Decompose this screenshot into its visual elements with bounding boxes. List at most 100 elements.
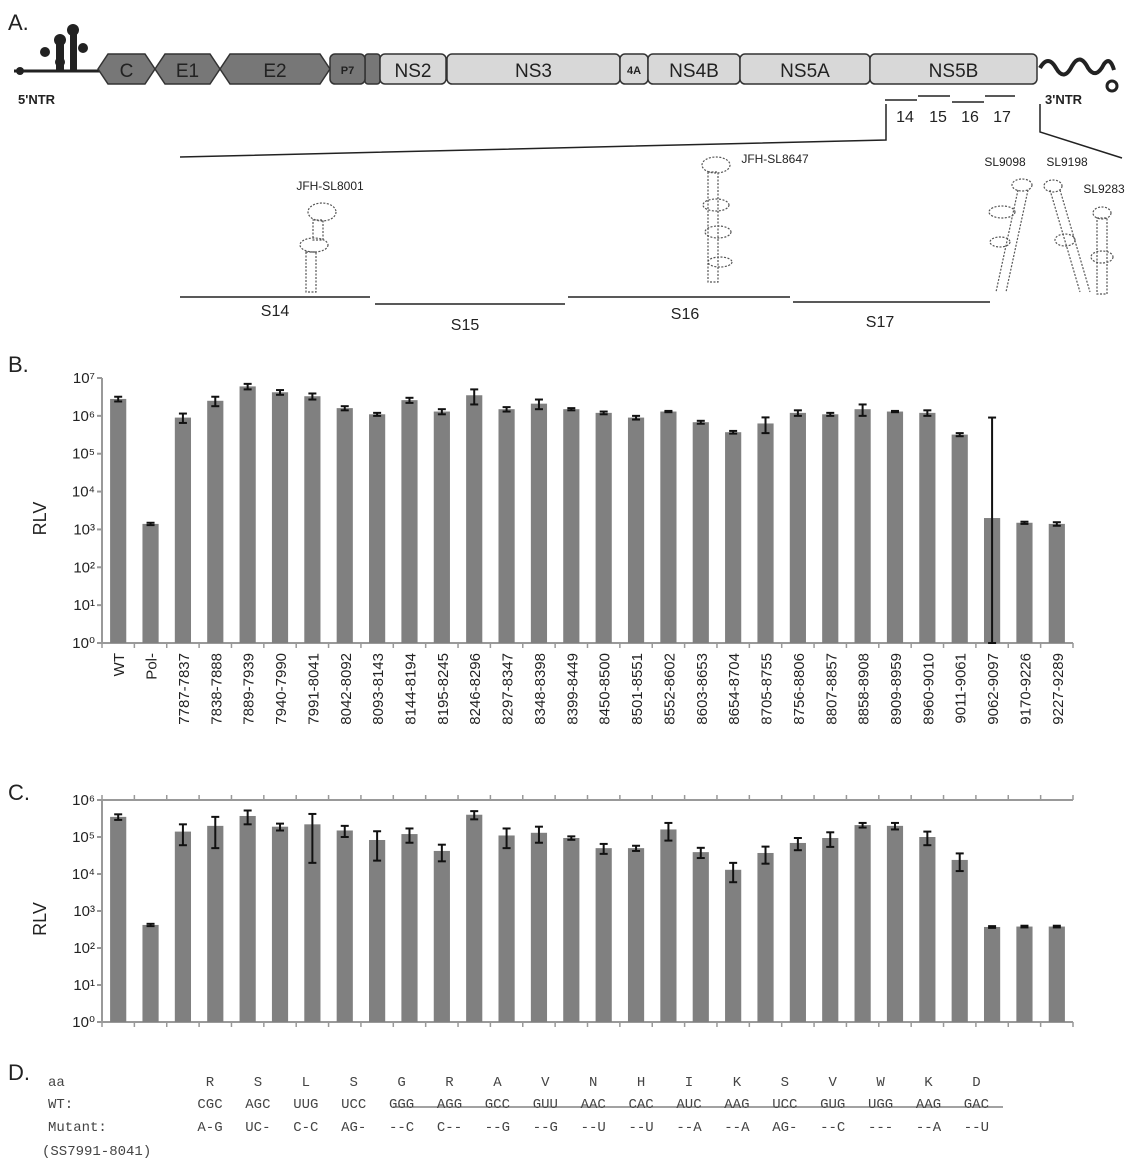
bar <box>1016 523 1032 643</box>
bar <box>790 413 806 643</box>
sequence-cell: UUG <box>293 1097 318 1113</box>
y-tick-label: 10⁴ <box>72 866 95 883</box>
y-tick-label: 10¹ <box>73 597 95 614</box>
bar <box>1049 524 1065 643</box>
bar <box>272 392 288 643</box>
sequence-cell: AG- <box>341 1120 366 1136</box>
panel-d: D.aaRSLSGRAVNHIKSVWKDWT:CGCAGCUUGUCCGGGA… <box>8 1060 989 1160</box>
sequence-cell: AG- <box>772 1120 797 1136</box>
figure: A. 5'NTR 3'NTR CE1E2P7NS2NS34ANS4BNS5ANS… <box>0 0 1136 1163</box>
bar <box>563 409 579 643</box>
bar <box>142 524 158 643</box>
gene-label: NS4B <box>669 61 719 82</box>
sequence-cell: --A <box>676 1120 702 1136</box>
bar <box>887 826 903 1022</box>
bar <box>855 409 871 643</box>
x-tick-label: 7787-7837 <box>176 653 193 725</box>
x-tick-label: 9170-9226 <box>1017 653 1034 725</box>
x-tick-label: 7838-7888 <box>208 653 225 725</box>
x-tick-label: 8246-8296 <box>467 653 484 725</box>
bar <box>855 825 871 1022</box>
sequence-cell: GCC <box>485 1097 510 1113</box>
x-tick-label: 7991-8041 <box>305 653 322 725</box>
sequence-cell: --G <box>485 1120 510 1136</box>
x-tick-label: 9011-9061 <box>953 653 970 724</box>
sequence-cell: S <box>254 1075 262 1091</box>
bar <box>919 837 935 1022</box>
bar <box>142 925 158 1022</box>
y-tick-label: 10³ <box>73 521 95 538</box>
sequence-cell: K <box>733 1075 742 1091</box>
bar <box>434 412 450 643</box>
bar <box>660 829 676 1022</box>
gene-label: P7 <box>341 65 354 77</box>
x-tick-label: 8807-8857 <box>823 653 840 725</box>
x-tick-label: 8756-8806 <box>791 653 808 725</box>
sequence-cell: --A <box>916 1120 942 1136</box>
x-tick-label: 8450-8500 <box>597 653 614 725</box>
segment-label: S16 <box>671 306 700 323</box>
x-tick-label: 8348-8398 <box>532 653 549 725</box>
segment-label: S15 <box>451 317 480 334</box>
stem-loop-label: JFH-SL8001 <box>296 179 364 193</box>
sequence-cell: UGG <box>868 1097 893 1113</box>
gene-label: NS2 <box>395 61 432 82</box>
sequence-cell: --A <box>724 1120 750 1136</box>
sequence-cell: --- <box>868 1120 893 1136</box>
ntr3-label: 3'NTR <box>1045 92 1083 107</box>
sequence-cell: AGC <box>245 1097 270 1113</box>
bar <box>887 412 903 643</box>
error-bar <box>891 411 899 412</box>
sequence-cell: H <box>637 1075 645 1091</box>
row-label: aa <box>48 1075 65 1091</box>
bar <box>240 816 256 1022</box>
sequence-cell: GUG <box>820 1097 845 1113</box>
sequence-cell: AAG <box>724 1097 749 1113</box>
bar <box>1049 927 1065 1022</box>
y-tick-label: 10² <box>73 559 95 576</box>
x-tick-label: Pol- <box>144 653 161 680</box>
stem-loop-label: JFH-SL8647 <box>741 152 809 166</box>
bar <box>498 409 514 643</box>
x-tick-label: 8552-8602 <box>661 653 678 725</box>
bar <box>207 401 223 643</box>
bar <box>207 826 223 1022</box>
x-tick-label: 8093-8143 <box>370 653 387 725</box>
bar <box>304 396 320 643</box>
fragment-label: 15 <box>929 109 947 126</box>
bar <box>401 400 417 643</box>
x-tick-label: 8399-8449 <box>564 653 581 725</box>
y-tick-label: 10⁶ <box>72 792 95 809</box>
y-tick-label: 10⁴ <box>72 484 95 501</box>
sequence-cell: UCC <box>341 1097 366 1113</box>
bar <box>337 408 353 643</box>
bar <box>466 395 482 643</box>
bar <box>693 852 709 1022</box>
bar <box>401 834 417 1022</box>
error-bar <box>988 926 996 928</box>
bar <box>725 432 741 643</box>
fragment-label: 14 <box>896 109 914 126</box>
gene-label: NS3 <box>515 61 552 82</box>
panel-label: A. <box>8 10 29 35</box>
page-body: { "panel_a": {"label": "A.", "ntr5": "5'… <box>0 0 1136 1163</box>
bar <box>531 833 547 1022</box>
sequence-cell: GAC <box>964 1097 989 1113</box>
sequence-cell: AAG <box>916 1097 941 1113</box>
ntr3-loop <box>1107 81 1117 91</box>
sequence-cell: L <box>302 1075 310 1091</box>
bar <box>369 414 385 643</box>
bar <box>693 422 709 643</box>
sequence-cell: CGC <box>197 1097 222 1113</box>
stem-loop-label: SL9098 <box>984 155 1026 169</box>
bar <box>498 835 514 1022</box>
row-label: Mutant: <box>48 1120 107 1136</box>
sequence-cell: G <box>397 1075 405 1091</box>
panel-a-labels: CE1E2P7NS2NS34ANS4BNS5ANS5B14151617JFH-S… <box>98 54 1125 334</box>
bar <box>596 413 612 643</box>
row-label: WT: <box>48 1097 73 1113</box>
y-tick-label: 10⁰ <box>72 635 95 652</box>
x-tick-label: 8603-8653 <box>694 653 711 725</box>
sequence-cell: S <box>781 1075 789 1091</box>
x-tick-label: 8909-8959 <box>888 653 905 725</box>
